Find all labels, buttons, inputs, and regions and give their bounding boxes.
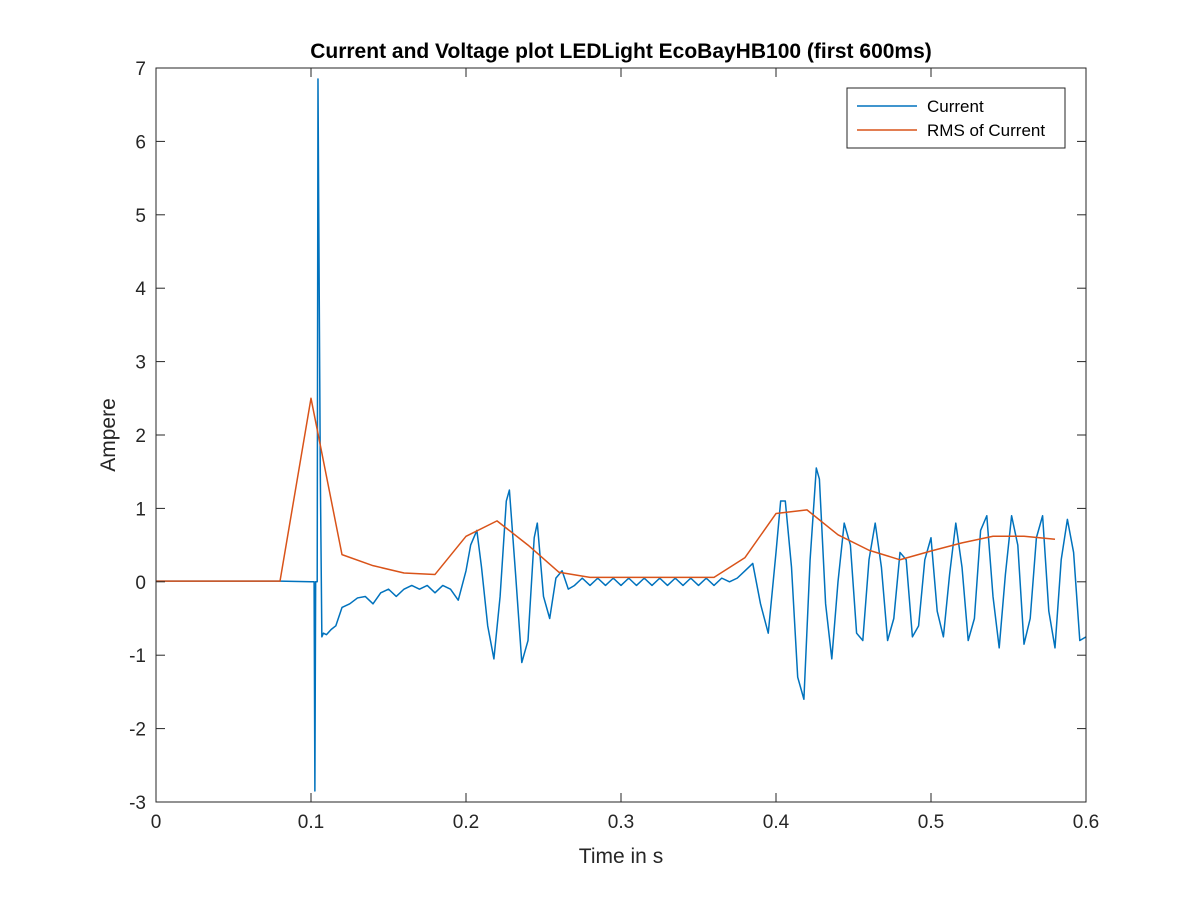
- x-tick-label: 0.4: [763, 812, 790, 833]
- x-axis-label: Time in s: [579, 845, 663, 868]
- x-tick-label: 0.3: [608, 812, 634, 833]
- legend-label-rms: RMS of Current: [927, 121, 1045, 140]
- y-tick-label: 7: [135, 59, 146, 80]
- x-tick-label: 0.1: [298, 812, 324, 833]
- x-tick-label: 0.6: [1073, 812, 1099, 833]
- x-tick-label: 0.2: [453, 812, 479, 833]
- y-tick-label: 3: [135, 353, 146, 374]
- x-tick-label: 0: [151, 812, 162, 833]
- y-tick-label: 4: [135, 279, 146, 300]
- ticks-layer: 0 0.1 0.2 0.3 0.4 0.5 0.6 -3 -2 -1 0 1 2 3 4 5 6 7: [129, 59, 1099, 833]
- y-tick-label: 1: [135, 499, 146, 520]
- chart-title: Current and Voltage plot LEDLight EcoBay…: [310, 40, 932, 63]
- series-layer: [156, 78, 1087, 792]
- y-tick-label: -1: [129, 646, 146, 667]
- y-axis-label: Ampere: [97, 398, 120, 472]
- y-tick-label: 6: [135, 132, 146, 153]
- y-tick-label: -2: [129, 720, 146, 741]
- plot-area: [156, 68, 1086, 802]
- legend: Current RMS of Current: [846, 87, 1066, 149]
- y-tick-label: 5: [135, 206, 146, 227]
- legend-label-current: Current: [927, 97, 984, 116]
- y-tick-label: -3: [129, 793, 146, 814]
- legend-box: [846, 87, 1066, 149]
- x-tick-label: 0.5: [918, 812, 944, 833]
- y-tick-label: 0: [135, 573, 146, 594]
- series-line-rms-of-current: [156, 397, 1056, 582]
- y-tick-label: 2: [135, 426, 146, 447]
